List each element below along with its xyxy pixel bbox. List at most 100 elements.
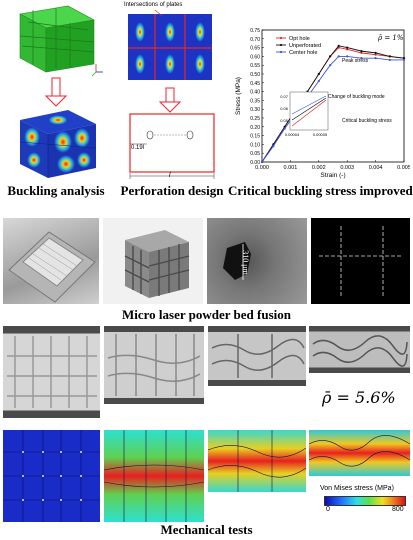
compression-test-photo-1: [3, 326, 100, 418]
critical-caption: Critical buckling stress improved: [228, 183, 413, 198]
fem-result-1: [3, 430, 100, 522]
fem-result-4: [309, 430, 410, 476]
y-tick-label: 0.00: [250, 160, 260, 166]
intersections-label: Intersections of plates: [124, 2, 183, 8]
series-point-2: [360, 57, 363, 60]
y-tick-label: 0.15: [250, 134, 260, 140]
critical-chart-panel: 0.000 0.001 0.002 0.003 0.004 0.005 0.00 0.05 0.…: [232, 2, 411, 180]
inset-y-tick: 0.05: [280, 118, 289, 123]
series-point-1: [329, 55, 332, 58]
y-tick-label: 0.40: [250, 90, 260, 96]
legend-marker-0: [279, 36, 283, 40]
series-point-0: [346, 48, 349, 51]
y-tick-label: 0.35: [250, 98, 260, 104]
sem-hole-photo: 310 μm: [207, 218, 307, 304]
density-label: ρ̄ = 5.6%: [322, 388, 396, 407]
inset-x-tick: 0.00004: [285, 132, 300, 137]
buckling-figure: [19, 5, 103, 178]
series-point-1: [317, 72, 320, 76]
x-tick-label: 0.000: [255, 165, 269, 171]
compression-test-photo-4: [309, 326, 410, 373]
axis-triad-icon: [91, 64, 103, 77]
length-dimension-label: l: [169, 172, 171, 179]
buckling-panel: [8, 2, 112, 180]
down-arrow-icon: [158, 87, 182, 113]
y-tick-label: 0.75: [250, 28, 260, 34]
inset-line-2: [291, 95, 327, 115]
series-point-2: [402, 58, 406, 62]
colorbar-max: 800: [392, 506, 404, 513]
buckling-caption: Buckling analysis: [7, 183, 105, 198]
ct-slice-photo: [311, 218, 410, 304]
perforation-figure: [128, 9, 215, 179]
y-tick-label: 0.30: [250, 107, 260, 113]
series-point-1: [402, 57, 406, 60]
annotation-change: Change of buckling mode: [328, 94, 385, 100]
y-tick-label: 0.50: [250, 72, 260, 78]
legend-label-0: Opt hole: [289, 36, 310, 42]
stress-plate: [128, 9, 212, 80]
inset-x-tick: 0.00005: [313, 132, 328, 137]
series-point-2: [272, 145, 275, 148]
legend-marker-2: [279, 50, 283, 54]
x-tick-label: 0.001: [284, 165, 298, 171]
y-tick-label: 0.70: [250, 37, 260, 43]
series-point-0: [374, 53, 377, 56]
series-point-0: [360, 51, 363, 54]
inset-line-0: [291, 99, 327, 127]
x-tick-label: 0.003: [340, 165, 354, 171]
hole-dimension-label: 0.19l: [131, 145, 145, 151]
y-tick-label: 0.60: [250, 54, 260, 60]
fabricated-sample-photo-1: [3, 218, 99, 304]
y-tick-label: 0.45: [250, 81, 260, 87]
down-arrow-icon: [44, 77, 68, 107]
legend-label-2: Center hole: [289, 50, 317, 56]
fabrication-caption: Micro laser powder bed fusion: [121, 307, 291, 322]
green-plate-model: [19, 5, 95, 73]
series-point-2: [317, 79, 320, 83]
y-tick-label: 0.25: [250, 116, 260, 122]
x-tick-label: 0.002: [312, 165, 326, 171]
legend-label-1: Unperforated: [289, 43, 321, 49]
fabricated-sample-photo-2: [103, 218, 203, 304]
rho-annotation: ρ̄ = 1%: [377, 34, 404, 42]
y-tick-label: 0.05: [250, 151, 260, 157]
series-point-2: [374, 57, 377, 60]
x-tick-label: 0.005: [397, 165, 410, 171]
series-point-2: [283, 127, 286, 130]
buckled-model: [19, 110, 97, 178]
series-point-1: [388, 55, 391, 58]
annotation-critical: Critical buckling stress: [342, 118, 392, 124]
perforation-panel: Intersections of plates: [118, 2, 224, 180]
series-point-1: [360, 50, 363, 53]
perforated-plate-sketch: [129, 113, 215, 179]
compression-test-photo-3: [208, 326, 306, 386]
y-tick-label: 0.20: [250, 125, 260, 131]
colorbar-min: 0: [326, 506, 330, 513]
y-tick-label: 0.10: [250, 142, 260, 148]
perforation-caption: Perforation design: [120, 183, 224, 198]
annotation-peak: Peak stress: [342, 58, 369, 64]
compression-test-photo-2: [104, 326, 204, 404]
y-tick-label: 0.55: [250, 63, 260, 69]
series-point-2: [329, 64, 332, 67]
inset-y-tick: 0.07: [280, 94, 289, 99]
fem-result-3: [208, 430, 306, 492]
stress-strain-chart: 0.000 0.001 0.002 0.003 0.004 0.005 0.00 0.05 0.…: [235, 28, 411, 179]
x-tick-label: 0.004: [369, 165, 383, 171]
series-point-2: [388, 58, 391, 62]
series-point-2: [346, 55, 349, 58]
fem-result-2: [104, 430, 204, 522]
x-axis-label: Strain (-): [320, 172, 345, 179]
series-point-1: [337, 44, 340, 47]
stress-colorbar: [324, 496, 406, 506]
series-point-2: [337, 55, 340, 58]
legend-marker-1: [279, 43, 283, 47]
y-tick-label: 0.65: [250, 46, 260, 52]
colorbar-title: Von Mises stress (MPa): [320, 485, 394, 492]
y-axis-label: Stress (MPa): [235, 77, 242, 115]
inset-y-tick: 0.06: [280, 106, 289, 111]
series-point-1: [374, 51, 377, 54]
series-point-2: [260, 160, 264, 164]
series-point-1: [346, 46, 349, 49]
